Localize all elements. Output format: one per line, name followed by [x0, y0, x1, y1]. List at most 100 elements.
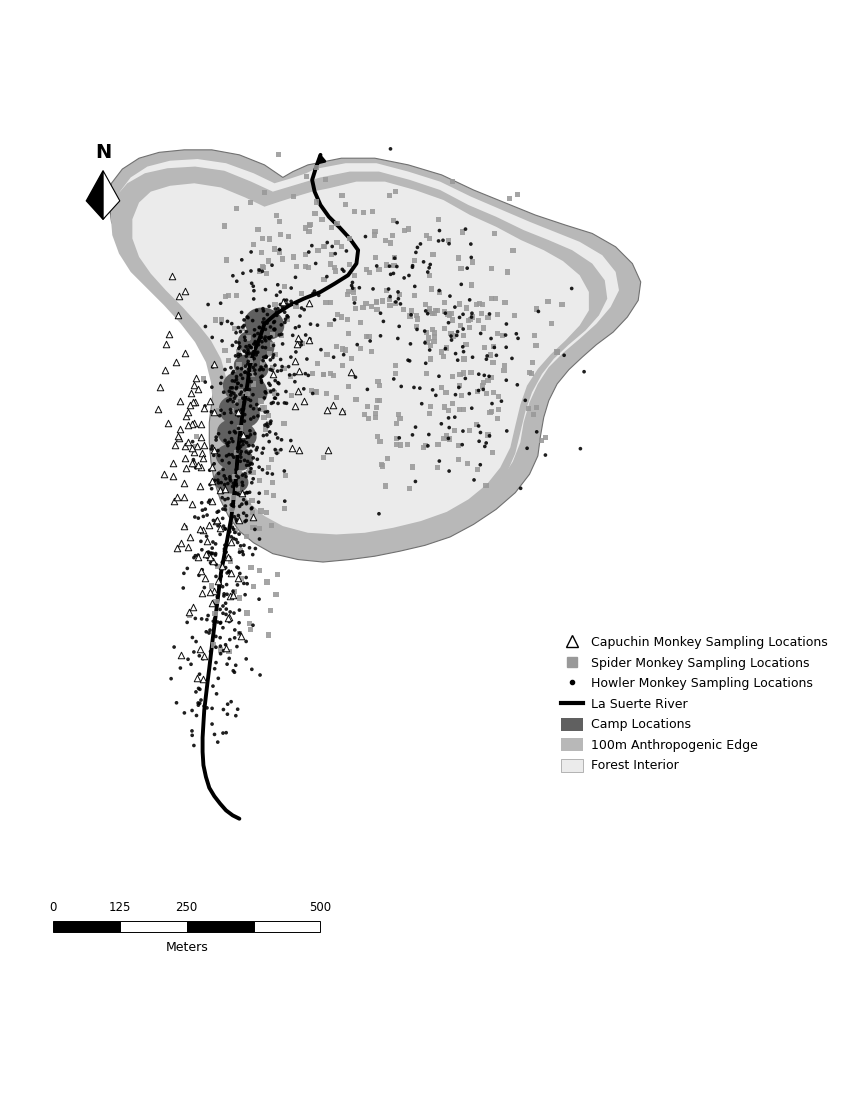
Point: [499, 326, 513, 344]
Point: [221, 706, 235, 723]
Point: [531, 302, 545, 320]
Point: [246, 400, 260, 418]
Point: [236, 389, 250, 407]
Point: [224, 413, 238, 431]
Point: [433, 453, 446, 470]
Point: [249, 346, 263, 364]
Point: [198, 374, 212, 391]
Point: [246, 504, 259, 522]
Point: [325, 219, 338, 236]
Point: [342, 282, 355, 300]
Point: [224, 402, 238, 420]
Point: [421, 264, 434, 281]
Point: [426, 381, 439, 399]
Point: [207, 553, 220, 570]
Point: [190, 633, 203, 651]
Point: [382, 291, 396, 309]
Point: [483, 306, 496, 323]
Point: [264, 328, 278, 345]
Point: [300, 168, 314, 186]
Point: [280, 296, 294, 313]
Point: [224, 528, 238, 545]
Point: [279, 466, 292, 484]
Point: [218, 480, 232, 498]
Point: [382, 280, 395, 298]
Point: [259, 348, 273, 366]
Point: [217, 642, 230, 659]
Point: [315, 211, 329, 229]
Point: [185, 495, 199, 512]
Point: [401, 352, 415, 369]
Point: [214, 401, 228, 419]
Point: [224, 496, 238, 513]
Point: [226, 364, 240, 381]
Point: [335, 187, 348, 204]
Point: [242, 464, 256, 481]
Point: [262, 414, 275, 432]
Point: [485, 395, 499, 412]
Point: [259, 357, 273, 375]
Point: [230, 637, 244, 655]
Point: [247, 282, 261, 300]
Point: [199, 500, 212, 518]
Point: [375, 456, 388, 474]
Point: [230, 440, 244, 457]
Point: [230, 199, 244, 217]
Point: [223, 423, 236, 441]
Point: [273, 212, 286, 230]
Point: [337, 346, 350, 364]
Point: [374, 328, 388, 345]
Point: [247, 375, 261, 392]
Point: [456, 422, 470, 440]
Point: [220, 447, 234, 465]
Point: [246, 346, 259, 364]
Point: [228, 664, 241, 681]
Point: [266, 359, 280, 377]
Point: [239, 337, 252, 355]
Point: [207, 725, 221, 743]
Point: [268, 356, 281, 374]
Point: [245, 338, 258, 356]
Point: [242, 370, 256, 388]
Point: [518, 391, 532, 409]
Point: [391, 330, 405, 347]
Point: [225, 446, 239, 464]
Point: [311, 242, 325, 259]
Ellipse shape: [213, 468, 248, 493]
Point: [256, 338, 269, 356]
Point: [246, 358, 260, 376]
Point: [461, 455, 474, 473]
Point: [419, 355, 433, 373]
Point: [209, 556, 223, 574]
Point: [217, 384, 230, 401]
Point: [244, 391, 258, 409]
Point: [432, 367, 445, 385]
Point: [278, 303, 292, 321]
Point: [320, 401, 334, 419]
Point: [284, 432, 298, 449]
Point: [390, 214, 404, 232]
Point: [214, 645, 228, 663]
Point: [267, 321, 280, 338]
Point: [310, 317, 324, 334]
Point: [240, 456, 253, 474]
Point: [260, 574, 274, 591]
Point: [209, 431, 223, 448]
Point: [221, 475, 235, 492]
Point: [189, 459, 202, 477]
Point: [350, 336, 364, 354]
Point: [348, 368, 362, 386]
Point: [514, 479, 528, 497]
Point: [249, 356, 263, 374]
Point: [335, 237, 348, 255]
Point: [209, 535, 223, 553]
Point: [256, 257, 269, 275]
Point: [213, 407, 227, 424]
Point: [214, 314, 228, 332]
Point: [484, 346, 497, 364]
Point: [366, 203, 379, 221]
Point: [224, 552, 237, 569]
Point: [268, 389, 281, 407]
Point: [404, 335, 417, 353]
Point: [230, 273, 244, 290]
